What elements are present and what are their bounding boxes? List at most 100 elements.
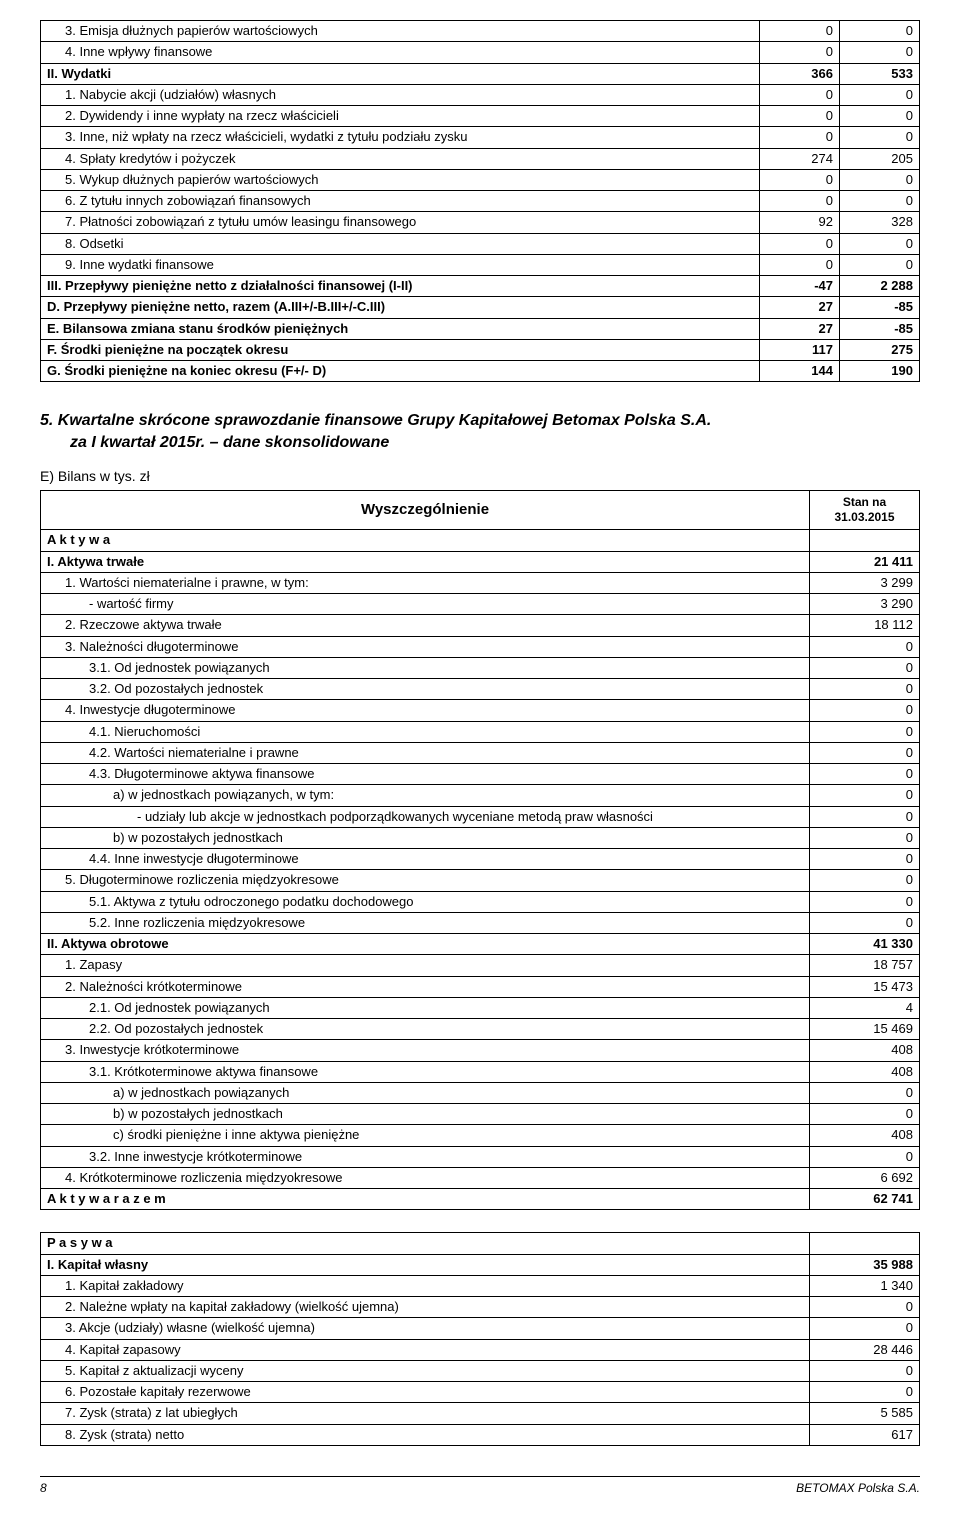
row-value: 0 <box>810 849 920 870</box>
row-label: 4. Kapitał zapasowy <box>41 1339 810 1360</box>
table-row: F. Środki pieniężne na początek okresu11… <box>41 339 920 360</box>
row-value-2: 533 <box>840 63 920 84</box>
row-label: 3. Emisja dłużnych papierów wartościowyc… <box>41 21 760 42</box>
row-label: G. Środki pieniężne na koniec okresu (F+… <box>41 361 760 382</box>
row-value: 0 <box>810 827 920 848</box>
row-label: 2. Należne wpłaty na kapitał zakładowy (… <box>41 1297 810 1318</box>
row-label: II. Aktywa obrotowe <box>41 934 810 955</box>
row-value-2: 0 <box>840 106 920 127</box>
row-label: 5.2. Inne rozliczenia międzyokresowe <box>41 912 810 933</box>
row-label: 6. Z tytułu innych zobowiązań finansowyc… <box>41 191 760 212</box>
table-row: 3. Emisja dłużnych papierów wartościowyc… <box>41 21 920 42</box>
row-value: 0 <box>810 870 920 891</box>
table-row: 3.1. Od jednostek powiązanych0 <box>41 657 920 678</box>
balance-assets-table: Wyszczególnienie Stan na31.03.2015 A k t… <box>40 490 920 1210</box>
row-label: D. Przepływy pieniężne netto, razem (A.I… <box>41 297 760 318</box>
row-value: 0 <box>810 700 920 721</box>
table-row: 3. Akcje (udziały) własne (wielkość ujem… <box>41 1318 920 1339</box>
row-label: 8. Odsetki <box>41 233 760 254</box>
row-value-1: 0 <box>760 191 840 212</box>
row-value: 15 469 <box>810 1019 920 1040</box>
row-label: 2.1. Od jednostek powiązanych <box>41 997 810 1018</box>
row-value: 408 <box>810 1061 920 1082</box>
row-value: 0 <box>810 785 920 806</box>
row-value-1: 0 <box>760 254 840 275</box>
table-row: 4. Inne wpływy finansowe00 <box>41 42 920 63</box>
row-value-1: 27 <box>760 318 840 339</box>
table-row: A k t y w a r a z e m62 741 <box>41 1189 920 1210</box>
row-value: 408 <box>810 1125 920 1146</box>
row-value: 35 988 <box>810 1254 920 1275</box>
row-value-1: 117 <box>760 339 840 360</box>
table-row: II. Aktywa obrotowe41 330 <box>41 934 920 955</box>
table-row: 3. Inwestycje krótkoterminowe408 <box>41 1040 920 1061</box>
table-row: 5.2. Inne rozliczenia międzyokresowe0 <box>41 912 920 933</box>
table-row: - udziały lub akcje w jednostkach podpor… <box>41 806 920 827</box>
balance-liabilities-table: P a s y w aI. Kapitał własny35 9881. Kap… <box>40 1232 920 1446</box>
table-row: 4. Inwestycje długoterminowe0 <box>41 700 920 721</box>
row-value: 28 446 <box>810 1339 920 1360</box>
row-label: 3.1. Od jednostek powiązanych <box>41 657 810 678</box>
row-label: 4.2. Wartości niematerialne i prawne <box>41 742 810 763</box>
table-row: 3.1. Krótkoterminowe aktywa finansowe408 <box>41 1061 920 1082</box>
row-label: 9. Inne wydatki finansowe <box>41 254 760 275</box>
row-value: 408 <box>810 1040 920 1061</box>
table-row: 4. Krótkoterminowe rozliczenia międzyokr… <box>41 1167 920 1188</box>
row-label: 3. Należności długoterminowe <box>41 636 810 657</box>
section-5-title: 5. Kwartalne skrócone sprawozdanie finan… <box>40 412 920 430</box>
row-label: 4.3. Długoterminowe aktywa finansowe <box>41 764 810 785</box>
row-value-1: 274 <box>760 148 840 169</box>
section-number: 5. <box>40 412 53 429</box>
row-label: III. Przepływy pieniężne netto z działal… <box>41 276 760 297</box>
row-label: 1. Nabycie akcji (udziałów) własnych <box>41 84 760 105</box>
row-label: b) w pozostałych jednostkach <box>41 1104 810 1125</box>
table-row: c) środki pieniężne i inne aktywa pienię… <box>41 1125 920 1146</box>
row-value: 0 <box>810 721 920 742</box>
row-value: 41 330 <box>810 934 920 955</box>
table-row: b) w pozostałych jednostkach0 <box>41 827 920 848</box>
row-label: E. Bilansowa zmiana stanu środków pienię… <box>41 318 760 339</box>
section-title-text: Kwartalne skrócone sprawozdanie finansow… <box>58 412 712 429</box>
row-label: P a s y w a <box>41 1233 810 1254</box>
table-row: 3.2. Inne inwestycje krótkoterminowe0 <box>41 1146 920 1167</box>
row-value-2: 0 <box>840 233 920 254</box>
table-row: 1. Zapasy18 757 <box>41 955 920 976</box>
row-value: 21 411 <box>810 551 920 572</box>
balance-header-right: Stan na31.03.2015 <box>810 491 920 530</box>
table-row: 6. Z tytułu innych zobowiązań finansowyc… <box>41 191 920 212</box>
table-row: E. Bilansowa zmiana stanu środków pienię… <box>41 318 920 339</box>
row-value: 0 <box>810 742 920 763</box>
table-row: 2. Rzeczowe aktywa trwałe18 112 <box>41 615 920 636</box>
row-label: I. Kapitał własny <box>41 1254 810 1275</box>
row-value: 0 <box>810 1297 920 1318</box>
table-row: 7. Płatności zobowiązań z tytułu umów le… <box>41 212 920 233</box>
row-value-2: -85 <box>840 318 920 339</box>
table-row: 2. Należne wpłaty na kapitał zakładowy (… <box>41 1297 920 1318</box>
table-row: - wartość firmy3 290 <box>41 594 920 615</box>
row-value-2: 205 <box>840 148 920 169</box>
row-label: 8. Zysk (strata) netto <box>41 1424 810 1445</box>
row-value: 18 757 <box>810 955 920 976</box>
row-value: 0 <box>810 1104 920 1125</box>
row-value-1: 0 <box>760 127 840 148</box>
row-value-2: 0 <box>840 169 920 190</box>
table-row: 6. Pozostałe kapitały rezerwowe0 <box>41 1382 920 1403</box>
row-label: 3. Inwestycje krótkoterminowe <box>41 1040 810 1061</box>
row-value: 0 <box>810 912 920 933</box>
row-label: a) w jednostkach powiązanych <box>41 1082 810 1103</box>
table-row: III. Przepływy pieniężne netto z działal… <box>41 276 920 297</box>
row-value-2: -85 <box>840 297 920 318</box>
footer-page-number: 8 <box>40 1481 47 1495</box>
table-row: P a s y w a <box>41 1233 920 1254</box>
row-value-2: 0 <box>840 21 920 42</box>
row-value: 0 <box>810 1318 920 1339</box>
table-row: 2.1. Od jednostek powiązanych4 <box>41 997 920 1018</box>
table-row: 5.1. Aktywa z tytułu odroczonego podatku… <box>41 891 920 912</box>
table-row: D. Przepływy pieniężne netto, razem (A.I… <box>41 297 920 318</box>
row-value: 0 <box>810 636 920 657</box>
table-row: I. Aktywa trwałe21 411 <box>41 551 920 572</box>
row-value: 0 <box>810 806 920 827</box>
row-value-1: 27 <box>760 297 840 318</box>
row-value-1: 0 <box>760 106 840 127</box>
row-value: 3 299 <box>810 572 920 593</box>
